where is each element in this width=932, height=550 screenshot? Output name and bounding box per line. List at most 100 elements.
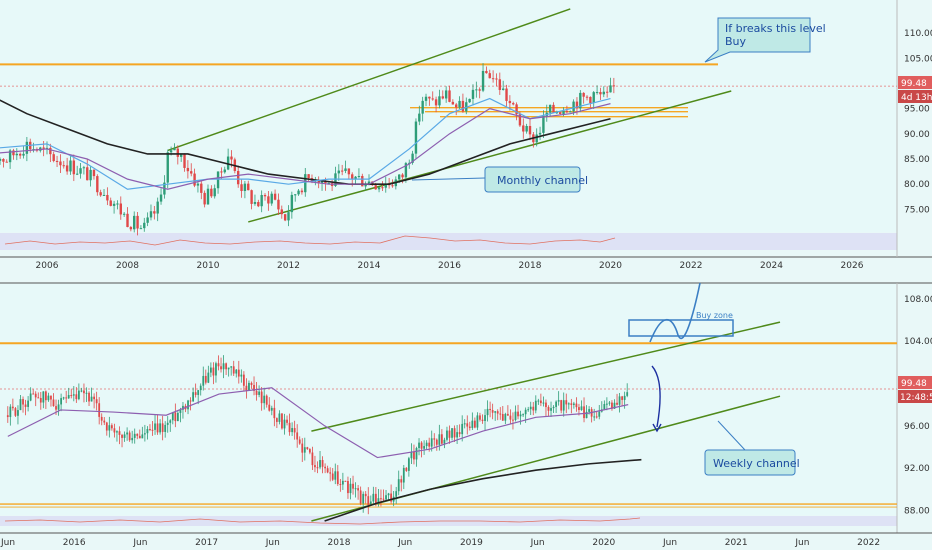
candle-body bbox=[29, 393, 32, 401]
candle-body bbox=[247, 183, 250, 191]
candle-body bbox=[283, 214, 287, 221]
candle-body bbox=[495, 78, 498, 80]
candle-body bbox=[438, 96, 441, 106]
candle-body bbox=[558, 112, 562, 114]
candle-body bbox=[475, 89, 478, 91]
candle-body bbox=[626, 392, 629, 396]
monthly-rsi-band bbox=[0, 233, 897, 250]
candle-body bbox=[186, 167, 190, 172]
candle-body bbox=[329, 472, 332, 474]
y-tick-label: 92.00 bbox=[904, 464, 930, 474]
candle-body bbox=[65, 165, 69, 172]
candle-body bbox=[260, 194, 263, 207]
candle-body bbox=[70, 395, 73, 397]
candle-body bbox=[532, 406, 535, 411]
x-tick-label: 2022 bbox=[680, 261, 703, 271]
y-tick-label: 80.00 bbox=[904, 180, 930, 190]
candle-body bbox=[595, 416, 598, 418]
candle-body bbox=[230, 156, 233, 160]
candle-body bbox=[321, 460, 324, 467]
candle-body bbox=[62, 397, 65, 399]
weekly-candles bbox=[6, 355, 629, 515]
candle-body bbox=[585, 96, 589, 98]
candle-body bbox=[210, 188, 213, 197]
candle-body bbox=[542, 402, 545, 404]
candle-body bbox=[8, 150, 12, 163]
candle-body bbox=[430, 438, 433, 447]
ema-slow-line bbox=[0, 103, 611, 190]
sma-line bbox=[324, 458, 642, 522]
candle-body bbox=[270, 193, 273, 204]
candle-body bbox=[509, 415, 512, 420]
candle-body bbox=[278, 413, 281, 422]
candle-body bbox=[212, 367, 215, 376]
candle-body bbox=[319, 460, 321, 468]
candle-body bbox=[421, 100, 424, 114]
candle-body bbox=[418, 442, 420, 449]
candle-body bbox=[236, 170, 240, 185]
candle-body bbox=[270, 407, 273, 411]
candle-body bbox=[15, 153, 19, 156]
candle-body bbox=[461, 100, 465, 112]
candle-body bbox=[14, 408, 17, 416]
weekly-channel-label: Weekly channel bbox=[713, 457, 800, 470]
candle-body bbox=[113, 428, 116, 433]
candle-body bbox=[498, 79, 502, 90]
candle-body bbox=[491, 78, 495, 80]
channel-upper-line bbox=[167, 8, 571, 152]
candle-body bbox=[572, 101, 575, 112]
candle-body bbox=[112, 203, 116, 206]
candle-body bbox=[524, 409, 527, 415]
candle-body bbox=[136, 215, 139, 229]
candle-body bbox=[501, 88, 505, 90]
candle-body bbox=[349, 483, 352, 494]
candle-body bbox=[250, 190, 253, 204]
candle-body bbox=[431, 98, 434, 100]
x-tick-label: 2018 bbox=[519, 261, 542, 271]
candle-body bbox=[418, 113, 421, 122]
candle-body bbox=[545, 402, 547, 408]
candle-body bbox=[592, 92, 595, 104]
channel-lower-line bbox=[248, 90, 732, 223]
candle-body bbox=[420, 442, 423, 449]
candle-body bbox=[179, 154, 183, 157]
candle-body bbox=[62, 165, 65, 167]
candle-body bbox=[579, 92, 582, 109]
candle-body bbox=[351, 174, 354, 180]
candle-body bbox=[182, 405, 184, 410]
x-tick-label: 2016 bbox=[438, 261, 461, 271]
candle-body bbox=[176, 148, 180, 157]
candle-body bbox=[423, 446, 426, 449]
candle-body bbox=[369, 501, 372, 505]
x-tick-label: 2020 bbox=[592, 538, 615, 548]
candle-body bbox=[122, 213, 126, 215]
candle-body bbox=[156, 201, 159, 214]
candle-body bbox=[82, 167, 86, 169]
candle-body bbox=[281, 413, 283, 429]
candle-body bbox=[504, 413, 507, 421]
candle-body bbox=[515, 104, 518, 115]
candle-body bbox=[220, 366, 222, 370]
candle-body bbox=[293, 428, 296, 433]
candle-body bbox=[166, 422, 169, 425]
candle-body bbox=[203, 192, 206, 205]
candle-body bbox=[512, 103, 515, 105]
x-tick-label: Jun bbox=[132, 538, 147, 548]
candle-body bbox=[75, 173, 79, 175]
candle-body bbox=[609, 85, 612, 93]
candle-body bbox=[453, 428, 456, 438]
candle-body bbox=[263, 395, 266, 404]
candle-body bbox=[96, 176, 99, 193]
x-tick-label: 2014 bbox=[358, 261, 381, 271]
candle-body bbox=[0, 159, 2, 161]
candle-body bbox=[555, 401, 558, 407]
candle-body bbox=[275, 418, 278, 422]
candle-body bbox=[197, 390, 200, 395]
weekly-rsi-line bbox=[4, 517, 641, 525]
candle-body bbox=[93, 396, 96, 400]
candle-body bbox=[485, 70, 488, 74]
candle-body bbox=[599, 92, 602, 95]
callout-line-1: If breaks this level bbox=[725, 22, 826, 35]
weekly-last-price: 99.48 bbox=[901, 379, 927, 389]
candle-body bbox=[557, 400, 560, 402]
